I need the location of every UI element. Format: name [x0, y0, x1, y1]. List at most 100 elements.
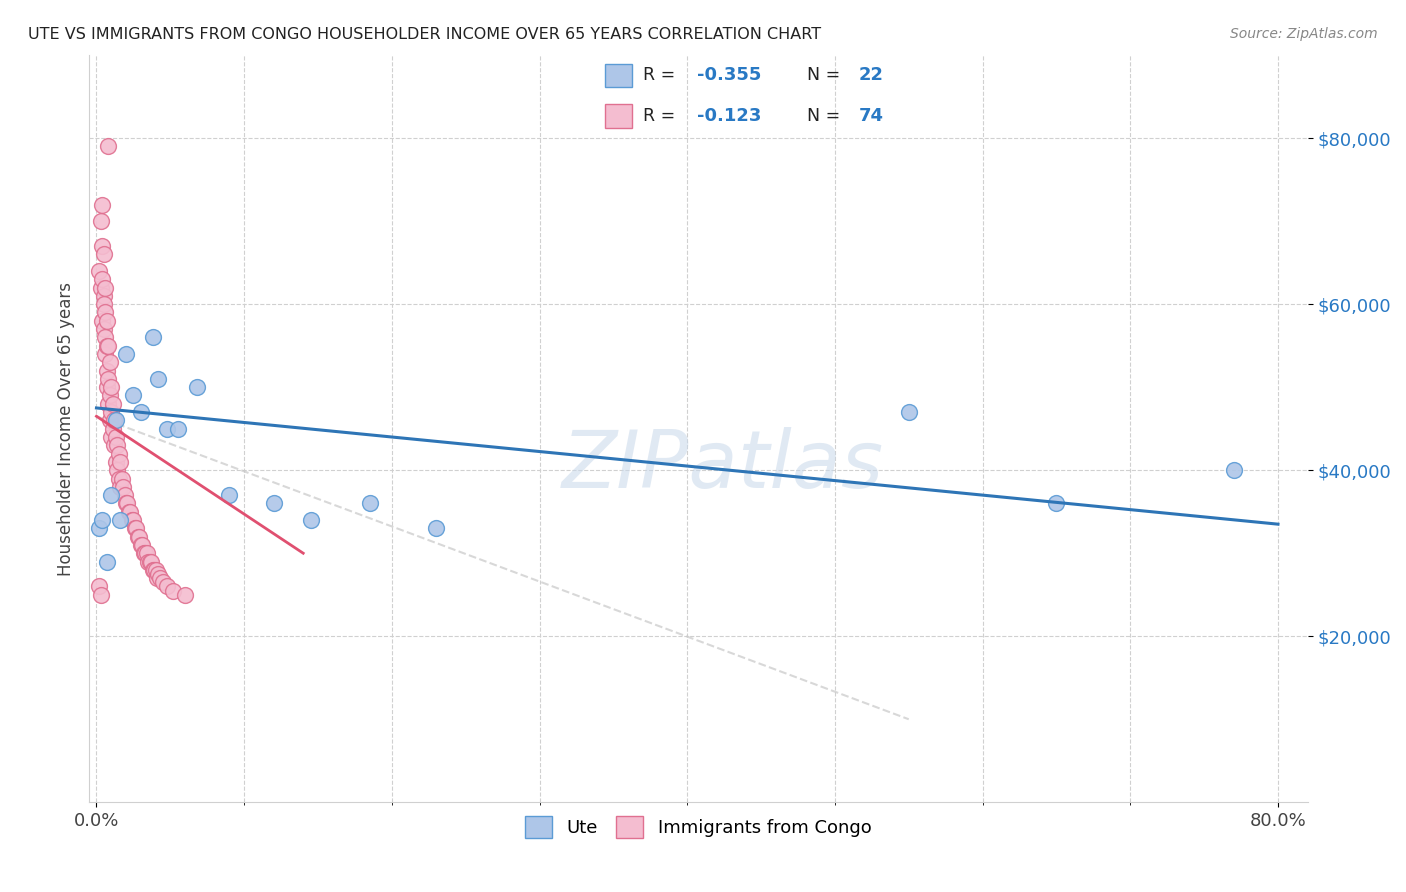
Point — [129, 405, 152, 419]
Bar — [606, 104, 631, 128]
Point — [94, 305, 117, 319]
Point — [98, 413, 121, 427]
Point — [149, 571, 172, 585]
Point — [100, 405, 122, 419]
Point — [101, 422, 124, 436]
Point — [132, 546, 155, 560]
Point — [107, 471, 129, 485]
Point — [94, 330, 117, 344]
Point — [89, 264, 111, 278]
Point — [91, 272, 114, 286]
Point — [897, 405, 920, 419]
Point — [148, 372, 170, 386]
Point — [174, 588, 197, 602]
Point — [299, 513, 322, 527]
Point — [96, 339, 118, 353]
Point — [89, 579, 111, 593]
Bar — [606, 63, 631, 87]
Point — [100, 488, 122, 502]
Point — [90, 280, 112, 294]
Text: R =: R = — [643, 107, 681, 125]
Point — [139, 555, 162, 569]
Point — [1222, 463, 1244, 477]
Point — [100, 430, 122, 444]
Text: -0.123: -0.123 — [697, 107, 761, 125]
Point — [97, 372, 120, 386]
Point — [103, 438, 125, 452]
Point — [129, 538, 152, 552]
Point — [121, 513, 143, 527]
Y-axis label: Householder Income Over 65 years: Householder Income Over 65 years — [58, 282, 75, 575]
Point — [136, 555, 159, 569]
Point — [93, 322, 115, 336]
Point — [93, 247, 115, 261]
Point — [143, 563, 166, 577]
Point — [91, 314, 114, 328]
Text: -0.355: -0.355 — [697, 66, 761, 84]
Point — [91, 197, 114, 211]
Point — [98, 355, 121, 369]
Point — [117, 496, 139, 510]
Point — [186, 380, 208, 394]
Point — [90, 588, 112, 602]
Point — [103, 413, 125, 427]
Point — [97, 339, 120, 353]
Point — [96, 363, 118, 377]
Point — [108, 480, 131, 494]
Point — [104, 413, 127, 427]
Legend: Ute, Immigrants from Congo: Ute, Immigrants from Congo — [517, 809, 879, 846]
Point — [94, 347, 117, 361]
Point — [105, 463, 128, 477]
Point — [96, 555, 118, 569]
Point — [97, 397, 120, 411]
Point — [105, 438, 128, 452]
Point — [263, 496, 285, 510]
Point — [145, 563, 167, 577]
Point — [128, 530, 150, 544]
Point — [108, 513, 131, 527]
Text: 74: 74 — [859, 107, 884, 125]
Point — [93, 289, 115, 303]
Point — [91, 513, 114, 527]
Point — [135, 546, 157, 560]
Point — [97, 139, 120, 153]
Text: ZIPatlas: ZIPatlas — [561, 427, 884, 505]
Text: R =: R = — [643, 66, 681, 84]
Point — [156, 579, 179, 593]
Point — [142, 330, 165, 344]
Point — [108, 455, 131, 469]
Point — [156, 422, 179, 436]
Point — [100, 380, 122, 394]
Point — [115, 496, 138, 510]
Point — [124, 521, 146, 535]
Point — [218, 488, 240, 502]
Text: Source: ZipAtlas.com: Source: ZipAtlas.com — [1230, 27, 1378, 41]
Point — [425, 521, 447, 535]
Point — [101, 397, 124, 411]
Point — [134, 546, 156, 560]
Point — [125, 521, 148, 535]
Point — [120, 505, 142, 519]
Point — [166, 422, 188, 436]
Point — [127, 530, 149, 544]
Point — [107, 447, 129, 461]
Text: UTE VS IMMIGRANTS FROM CONGO HOUSEHOLDER INCOME OVER 65 YEARS CORRELATION CHART: UTE VS IMMIGRANTS FROM CONGO HOUSEHOLDER… — [28, 27, 821, 42]
Point — [96, 314, 118, 328]
Point — [94, 280, 117, 294]
Point — [146, 571, 169, 585]
Point — [115, 347, 138, 361]
Point — [359, 496, 381, 510]
Text: N =: N = — [807, 66, 845, 84]
Point — [142, 563, 165, 577]
Point — [112, 480, 135, 494]
Point — [162, 583, 184, 598]
Point — [148, 566, 170, 581]
Point — [98, 388, 121, 402]
Point — [131, 538, 153, 552]
Point — [104, 430, 127, 444]
Point — [93, 297, 115, 311]
Point — [90, 214, 112, 228]
Point — [122, 388, 145, 402]
Text: 22: 22 — [859, 66, 884, 84]
Point — [152, 575, 174, 590]
